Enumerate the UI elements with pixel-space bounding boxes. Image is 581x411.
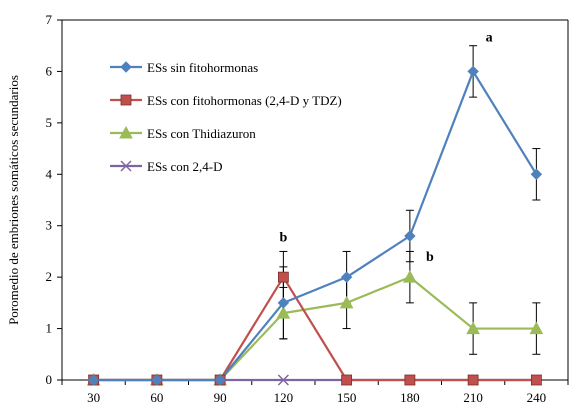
x-tick-label: 60 bbox=[150, 390, 163, 405]
data-point bbox=[403, 270, 417, 283]
y-tick-label: 3 bbox=[46, 218, 53, 233]
x-tick-label: 240 bbox=[527, 390, 547, 405]
x-tick-label: 180 bbox=[400, 390, 420, 405]
data-point bbox=[529, 321, 544, 335]
data-point bbox=[466, 321, 480, 335]
chart-ticks: 0 1 2 3 4 5 6 7 30 60 90 120 150 180 210 240 bbox=[46, 12, 569, 405]
chart-annotations: a b b bbox=[279, 31, 492, 265]
data-point bbox=[404, 374, 416, 386]
legend-label: ESs sin fitohormonas bbox=[147, 60, 258, 75]
data-point bbox=[87, 374, 100, 386]
x-tick-label: 210 bbox=[463, 390, 483, 405]
chart-markers bbox=[86, 65, 544, 386]
x-tick-label: 30 bbox=[87, 390, 100, 405]
y-tick-label: 2 bbox=[46, 269, 53, 284]
data-point bbox=[276, 306, 291, 319]
x-tick-label: 120 bbox=[274, 390, 294, 405]
series-line bbox=[93, 70, 538, 382]
significance-letter: b bbox=[279, 230, 287, 245]
y-axis-label: Poromedio de embriones somáticos secunda… bbox=[6, 75, 21, 325]
y-tick-label: 6 bbox=[46, 63, 53, 78]
y-tick-label: 7 bbox=[46, 12, 53, 27]
chart-legend: ESs sin fitohormonas ESs con fitohormonas… bbox=[110, 60, 342, 174]
legend-label: ESs con fitohormonas (2,4-D y TDZ) bbox=[147, 93, 342, 108]
x-tick-label: 90 bbox=[214, 390, 227, 405]
legend-swatch-marker bbox=[119, 125, 133, 139]
chart-series-lines bbox=[93, 70, 538, 382]
y-tick-label: 5 bbox=[46, 115, 53, 130]
significance-letter: a bbox=[486, 31, 493, 46]
data-point bbox=[277, 374, 289, 386]
legend-label: ESs con 2,4-D bbox=[147, 159, 222, 174]
y-tick-label: 1 bbox=[46, 321, 53, 336]
legend-label: ESs con Thidiazuron bbox=[147, 126, 256, 141]
data-point bbox=[341, 374, 353, 386]
legend-swatch-marker bbox=[120, 94, 132, 106]
data-point bbox=[404, 230, 416, 242]
data-point bbox=[277, 297, 290, 309]
legend-swatch-marker bbox=[120, 61, 132, 73]
data-point bbox=[467, 65, 479, 78]
legend-swatch-marker bbox=[120, 160, 132, 172]
x-tick-label: 150 bbox=[337, 390, 357, 405]
y-tick-label: 0 bbox=[46, 372, 53, 387]
data-point bbox=[339, 295, 354, 309]
chart-axes bbox=[61, 19, 569, 381]
data-point bbox=[340, 271, 353, 283]
data-point bbox=[214, 374, 226, 386]
y-tick-label: 4 bbox=[46, 166, 53, 181]
data-point bbox=[277, 271, 289, 283]
significance-letter: b bbox=[426, 250, 434, 265]
data-point bbox=[530, 374, 542, 386]
data-point bbox=[151, 374, 163, 386]
data-point bbox=[467, 374, 479, 386]
data-point bbox=[530, 168, 543, 180]
